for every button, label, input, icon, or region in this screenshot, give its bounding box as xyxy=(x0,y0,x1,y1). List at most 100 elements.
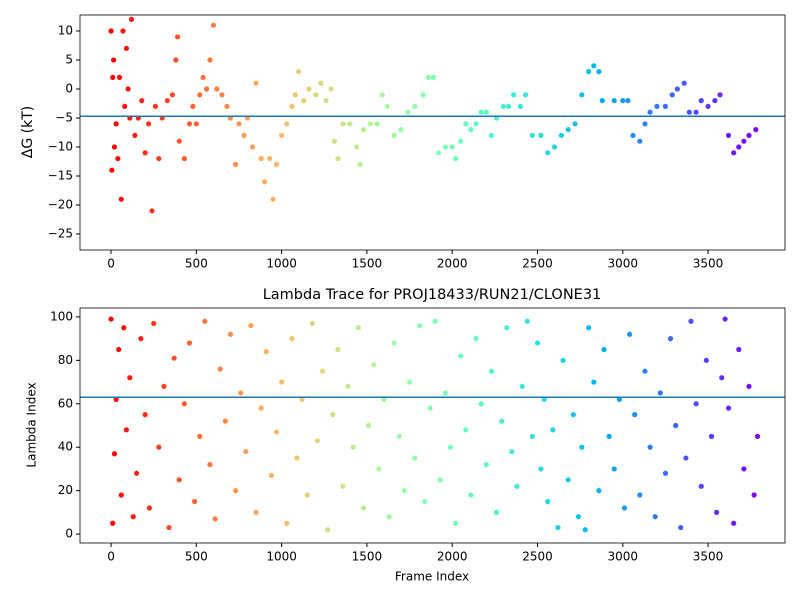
data-point xyxy=(113,396,119,403)
y-tick-label: −10 xyxy=(48,139,73,153)
data-point xyxy=(309,320,315,327)
data-point xyxy=(427,405,433,411)
y-tick-label: 40 xyxy=(58,440,73,454)
data-point xyxy=(273,429,280,435)
data-point xyxy=(202,318,208,324)
data-point xyxy=(268,472,274,479)
x-tick-label: 2500 xyxy=(522,257,553,271)
data-point xyxy=(688,318,694,324)
y-tick-label: −20 xyxy=(48,197,73,211)
data-point xyxy=(238,390,244,396)
data-point xyxy=(442,390,448,396)
data-point xyxy=(722,316,728,322)
data-point xyxy=(678,524,684,531)
data-point xyxy=(222,418,228,424)
data-point xyxy=(458,138,464,144)
data-point xyxy=(693,109,699,115)
data-point xyxy=(405,109,411,115)
data-point xyxy=(328,86,334,92)
data-point xyxy=(425,74,431,81)
data-point xyxy=(493,509,500,515)
data-point xyxy=(621,505,628,511)
data-point xyxy=(529,132,535,138)
data-point xyxy=(751,492,757,498)
data-point xyxy=(642,368,648,374)
data-point xyxy=(504,325,510,331)
data-point xyxy=(219,92,225,98)
data-point xyxy=(478,401,484,407)
data-point xyxy=(736,346,742,353)
data-point xyxy=(164,98,170,104)
x-tick-label: 3000 xyxy=(608,257,639,271)
data-point xyxy=(642,121,648,127)
data-point xyxy=(123,427,129,433)
data-point xyxy=(652,514,658,520)
data-point xyxy=(116,74,123,81)
data-point xyxy=(647,109,653,115)
data-point xyxy=(306,86,312,92)
data-point xyxy=(529,433,535,439)
data-point xyxy=(422,498,428,505)
data-point xyxy=(713,509,720,515)
data-point xyxy=(232,161,239,167)
data-point xyxy=(279,379,285,385)
data-point xyxy=(313,92,319,98)
data-point xyxy=(176,138,182,144)
data-point xyxy=(453,520,459,526)
data-point xyxy=(420,92,426,98)
data-point xyxy=(134,470,140,476)
data-point xyxy=(118,492,124,498)
data-point xyxy=(203,86,210,92)
data-point xyxy=(551,144,558,150)
data-point xyxy=(224,103,230,110)
data-point xyxy=(366,422,372,429)
data-point xyxy=(579,444,585,450)
data-point xyxy=(616,396,622,403)
data-point xyxy=(193,121,199,127)
data-point xyxy=(522,92,529,98)
data-point xyxy=(192,498,198,505)
data-point xyxy=(398,127,404,133)
data-point xyxy=(270,196,276,202)
data-point xyxy=(558,132,564,138)
data-point xyxy=(109,167,115,173)
data-point xyxy=(248,322,254,329)
data-point xyxy=(483,109,489,115)
data-point xyxy=(632,412,638,418)
data-point xyxy=(708,433,715,439)
data-point xyxy=(572,121,578,127)
data-point xyxy=(123,45,129,52)
x-tick-label: 3500 xyxy=(693,550,724,564)
data-point xyxy=(611,466,617,472)
data-point xyxy=(673,422,679,429)
data-point xyxy=(545,150,551,156)
data-point xyxy=(669,92,675,98)
data-point xyxy=(703,357,709,363)
data-point xyxy=(430,74,437,81)
y-tick-label: −15 xyxy=(48,168,73,182)
data-point xyxy=(417,322,423,329)
data-point xyxy=(731,150,737,156)
data-point xyxy=(314,438,321,444)
data-point xyxy=(120,28,126,34)
data-point xyxy=(110,520,116,526)
data-point xyxy=(391,340,397,346)
data-point xyxy=(217,366,223,372)
data-point xyxy=(115,155,121,162)
data-point xyxy=(151,320,157,327)
data-point xyxy=(181,401,187,407)
data-point xyxy=(367,121,373,127)
data-point xyxy=(517,103,524,110)
data-point xyxy=(654,103,660,110)
data-point xyxy=(463,427,469,433)
data-point xyxy=(243,448,249,455)
data-point xyxy=(279,132,285,138)
data-point xyxy=(319,368,326,374)
data-point xyxy=(335,155,341,162)
y-axis-label: ΔG (kT) xyxy=(20,106,36,158)
data-point xyxy=(197,433,203,439)
data-point xyxy=(719,375,725,381)
data-point xyxy=(299,396,305,403)
data-point xyxy=(746,132,752,138)
